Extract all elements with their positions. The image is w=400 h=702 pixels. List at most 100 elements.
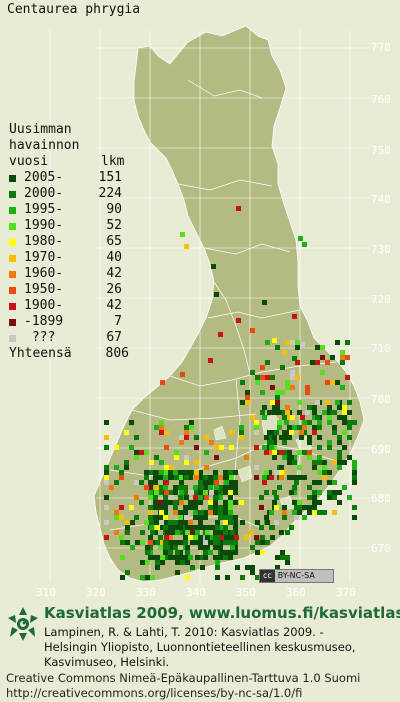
occurrence-square (194, 470, 199, 475)
occurrence-square (200, 565, 205, 570)
occurrence-square (120, 555, 125, 560)
occurrence-square (174, 450, 179, 455)
license-text: Creative Commons Nimeä-Epäkaupallinen-Ta… (6, 671, 361, 685)
x-tick-label: 370 (336, 586, 356, 599)
occurrence-square (312, 500, 317, 505)
occurrence-square (223, 540, 228, 545)
occurrence-square (325, 400, 330, 405)
legend-period: ??? (24, 330, 56, 345)
occurrence-square (264, 450, 269, 455)
occurrence-square (184, 430, 189, 435)
occurrence-square (352, 460, 357, 465)
occurrence-square (274, 495, 279, 500)
occurrence-square (337, 440, 342, 445)
legend-count: 52 (106, 218, 122, 233)
occurrence-square (282, 440, 287, 445)
occurrence-square (178, 495, 183, 500)
occurrence-square (312, 480, 317, 485)
occurrence-square (264, 490, 269, 495)
occurrence-square (215, 535, 220, 540)
occurrence-square (269, 445, 274, 450)
occurrence-square (322, 510, 327, 515)
occurrence-square (340, 360, 345, 365)
occurrence-square (282, 435, 287, 440)
occurrence-square (114, 530, 119, 535)
occurrence-square (292, 425, 297, 430)
occurrence-square (347, 495, 352, 500)
occurrence-square (259, 505, 264, 510)
occurrence-square (193, 540, 198, 545)
occurrence-square (297, 450, 302, 455)
occurrence-square (104, 495, 109, 500)
occurrence-square (337, 415, 342, 420)
legend-header-line-1: Uusimman (9, 122, 72, 137)
occurrence-square (342, 485, 347, 490)
occurrence-square (282, 430, 287, 435)
occurrence-square (277, 410, 282, 415)
occurrence-square (153, 495, 158, 500)
occurrence-square (297, 400, 302, 405)
occurrence-square (170, 530, 175, 535)
occurrence-square (119, 470, 124, 475)
occurrence-square (315, 360, 320, 365)
legend-period: 2000- (24, 186, 64, 201)
occurrence-square (280, 390, 285, 395)
occurrence-square (205, 530, 210, 535)
license-url[interactable]: http://creativecommons.org/licenses/by-n… (6, 686, 303, 700)
occurrence-square (302, 505, 307, 510)
occurrence-square (264, 435, 269, 440)
occurrence-square (163, 555, 168, 560)
occurrence-square (275, 565, 280, 570)
occurrence-square (265, 340, 270, 345)
occurrence-square (160, 560, 165, 565)
occurrence-square (193, 510, 198, 515)
y-tick-label: 680 (371, 492, 391, 505)
occurrence-square (208, 510, 213, 515)
occurrence-square (179, 440, 184, 445)
occurrence-square (139, 480, 144, 485)
cc-icon: cc (260, 570, 275, 582)
legend-period: 1950- (24, 282, 64, 297)
occurrence-square (285, 530, 290, 535)
occurrence-square (163, 505, 168, 510)
occurrence-square (198, 495, 203, 500)
occurrence-square (213, 470, 218, 475)
occurrence-square (233, 500, 238, 505)
occurrence-square (199, 510, 204, 515)
occurrence-square (193, 500, 198, 505)
occurrence-square (287, 450, 292, 455)
occurrence-square (240, 520, 245, 525)
occurrence-square (154, 425, 159, 430)
occurrence-square (228, 540, 233, 545)
occurrence-square (240, 380, 245, 385)
occurrence-square (223, 470, 228, 475)
occurrence-square (203, 485, 208, 490)
legend-color-square (9, 222, 16, 230)
occurrence-square (254, 425, 259, 430)
occurrence-square (250, 565, 255, 570)
occurrence-square (245, 390, 250, 395)
occurrence-square (315, 400, 320, 405)
occurrence-square (307, 455, 312, 460)
occurrence-square (267, 450, 272, 455)
legend-total-label: Yhteensä (9, 346, 72, 361)
occurrence-square (285, 410, 290, 415)
occurrence-square (287, 475, 292, 480)
occurrence-square (155, 540, 160, 545)
legend-period: 1990- (24, 218, 64, 233)
occurrence-square (218, 510, 223, 515)
occurrence-square (342, 430, 347, 435)
occurrence-square (184, 244, 189, 249)
occurrence-square (159, 510, 164, 515)
legend-row: 1950- 26 (9, 282, 129, 298)
occurrence-square (154, 485, 159, 490)
occurrence-square (300, 342, 305, 347)
legend: Uusimman havainnon vuosi lkm 2005- 151 200… (9, 122, 129, 362)
occurrence-square (193, 485, 198, 490)
occurrence-square (195, 555, 200, 560)
occurrence-square (277, 420, 282, 425)
occurrence-square (185, 550, 190, 555)
occurrence-square (163, 515, 168, 520)
occurrence-square (158, 525, 163, 530)
occurrence-square (219, 445, 224, 450)
